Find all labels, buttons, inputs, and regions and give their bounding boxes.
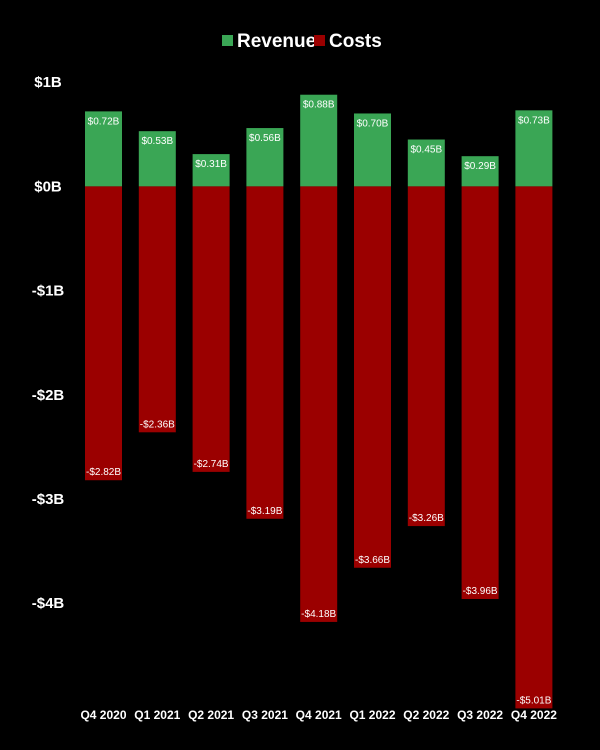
bar-costs-q1-2021	[138, 186, 176, 433]
data-label-revenue-q4-2022: $0.73B	[518, 115, 550, 126]
bar-costs-q4-2021	[300, 186, 338, 622]
y-tick-label: $1B	[34, 74, 62, 91]
x-tick-label-q1-2021: Q1 2021	[134, 708, 180, 722]
bar-costs-q4-2022	[515, 186, 553, 709]
legend-swatch-revenue	[222, 35, 233, 46]
bar-costs-q1-2022	[354, 186, 391, 568]
x-tick-label-q4-2021: Q4 2021	[296, 708, 342, 722]
bar-revenue-q3-2022	[461, 156, 499, 187]
data-label-revenue-q4-2021: $0.88B	[303, 100, 335, 111]
bars: $0.72B -$2.82B $0.53B -$2.36B $0.31B -$2.74B $…	[85, 94, 553, 709]
legend-label-revenue: Revenue	[237, 31, 316, 52]
bar-costs-q4-2020	[85, 186, 122, 481]
data-label-costs-q1-2021: -$2.36B	[140, 419, 175, 430]
data-label-costs-q4-2020: -$2.82B	[86, 467, 121, 478]
bar-revenue-q2-2022	[407, 139, 445, 187]
data-label-costs-q3-2022: -$3.96B	[463, 586, 498, 597]
x-tick-label-q4-2022: Q4 2022	[511, 708, 557, 722]
y-tick-label: -$1B	[32, 283, 65, 300]
legend-swatch-costs	[314, 35, 325, 46]
y-axis: $1B $0B -$1B -$2B -$3B -$4B	[32, 74, 65, 612]
bar-revenue-q4-2021	[300, 94, 338, 187]
legend-label-costs: Costs	[329, 31, 382, 52]
bar-revenue-q1-2022	[354, 113, 391, 187]
bar-costs-q2-2021	[192, 186, 230, 472]
data-label-costs-q2-2021: -$2.74B	[194, 459, 229, 470]
data-label-costs-q4-2021: -$4.18B	[301, 609, 336, 620]
bar-costs-q3-2022	[461, 186, 499, 600]
bar-costs-q3-2021	[246, 186, 284, 519]
y-tick-label: -$2B	[32, 387, 65, 404]
x-tick-label-q2-2022: Q2 2022	[403, 708, 449, 722]
y-tick-label: -$4B	[32, 595, 65, 612]
data-label-revenue-q4-2020: $0.72B	[88, 116, 120, 127]
bar-revenue-q4-2020	[85, 111, 122, 187]
x-tick-label-q4-2020: Q4 2020	[80, 708, 126, 722]
y-tick-label: $0B	[34, 178, 62, 195]
data-label-revenue-q1-2021: $0.53B	[141, 136, 173, 147]
data-label-costs-q4-2022: -$5.01B	[516, 695, 551, 706]
bar-revenue-q1-2021	[138, 131, 176, 187]
data-label-revenue-q1-2022: $0.70B	[357, 118, 389, 129]
x-tick-label-q3-2021: Q3 2021	[242, 708, 288, 722]
data-label-revenue-q2-2021: $0.31B	[195, 159, 227, 170]
x-tick-label-q3-2022: Q3 2022	[457, 708, 503, 722]
bar-revenue-q2-2021	[192, 154, 230, 187]
x-tick-label-q2-2021: Q2 2021	[188, 708, 234, 722]
data-label-revenue-q3-2022: $0.29B	[464, 161, 496, 172]
bar-revenue-q4-2022	[515, 110, 553, 187]
y-tick-label: -$3B	[32, 491, 65, 508]
x-axis: Q4 2020 Q1 2021 Q2 2021 Q3 2021 Q4 2021 Q1 20…	[80, 708, 557, 722]
data-label-revenue-q2-2022: $0.45B	[410, 145, 442, 156]
x-tick-label-q1-2022: Q1 2022	[349, 708, 395, 722]
data-label-revenue-q3-2021: $0.56B	[249, 133, 281, 144]
data-label-costs-q1-2022: -$3.66B	[355, 555, 390, 566]
bar-costs-q2-2022	[407, 186, 445, 527]
bar-revenue-q3-2021	[246, 128, 284, 187]
data-label-costs-q3-2021: -$3.19B	[247, 506, 282, 517]
data-label-costs-q2-2022: -$3.26B	[409, 513, 444, 524]
legend: Revenue Costs	[222, 31, 382, 52]
